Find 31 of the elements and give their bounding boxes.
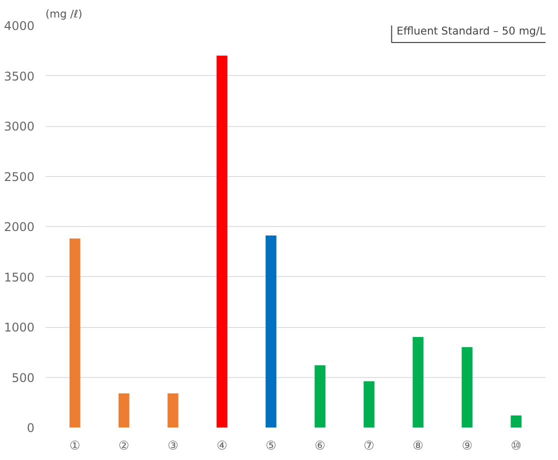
y-tick-label: 2500 bbox=[4, 170, 35, 184]
y-tick-label: 3500 bbox=[4, 69, 35, 84]
x-tick-label: ⑦ bbox=[364, 438, 374, 452]
bar bbox=[364, 381, 374, 428]
y-tick-label: 0 bbox=[26, 421, 35, 435]
x-tick-label: ① bbox=[70, 438, 80, 452]
x-tick-label: ⑩ bbox=[510, 438, 522, 452]
x-tick-label: ④ bbox=[216, 438, 228, 452]
bar bbox=[168, 393, 178, 428]
x-tick-label: ⑧ bbox=[412, 438, 424, 452]
bar bbox=[510, 415, 522, 428]
y-tick-label: 4000 bbox=[4, 19, 35, 33]
x-tick-label: ⑤ bbox=[266, 438, 276, 452]
bar bbox=[70, 238, 80, 428]
y-tick-label: 500 bbox=[12, 370, 34, 385]
y-axis-title: (mg /ℓ) bbox=[46, 8, 82, 20]
x-tick-label: ⑨ bbox=[462, 438, 472, 452]
y-tick-label: 1000 bbox=[4, 320, 35, 334]
bar bbox=[412, 337, 424, 428]
x-tick-label: ③ bbox=[168, 438, 178, 452]
x-tick-label: ⑥ bbox=[314, 438, 326, 452]
bar bbox=[266, 236, 276, 428]
y-tick-label: 2000 bbox=[4, 220, 35, 234]
annotation: Effluent Standard – 50 mg/L bbox=[396, 24, 546, 38]
bar bbox=[118, 393, 130, 428]
x-tick-label: ② bbox=[118, 438, 130, 452]
bar bbox=[314, 365, 326, 428]
y-tick-label: 1500 bbox=[4, 270, 35, 284]
y-tick-label: 3000 bbox=[4, 120, 35, 134]
bar bbox=[216, 56, 228, 428]
bar bbox=[462, 347, 472, 428]
